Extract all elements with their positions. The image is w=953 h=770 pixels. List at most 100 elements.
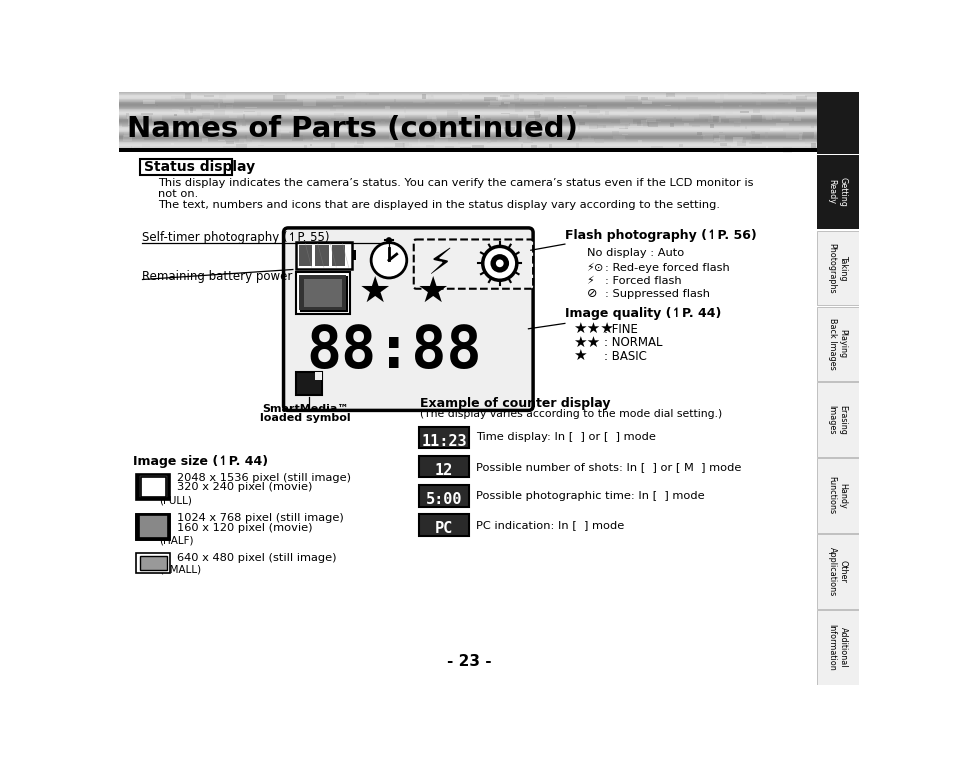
Bar [604,111,608,115]
Bar [802,132,813,138]
Bar [415,125,417,131]
Bar [520,144,523,150]
Bar [219,93,226,98]
Bar [666,109,669,111]
Bar [176,110,190,112]
Bar [602,125,614,129]
Bar [126,112,129,117]
Bar [119,109,816,110]
Bar [389,134,399,139]
Bar [392,112,405,118]
Bar [748,142,760,144]
Bar [816,306,858,381]
Text: : FINE: : FINE [604,323,638,336]
Bar [144,133,155,139]
Bar [517,98,523,99]
Bar [218,139,225,142]
Bar [171,143,174,145]
Text: Example of counter display: Example of counter display [419,397,610,410]
Bar [202,116,212,119]
Bar [294,138,304,140]
Text: ★★: ★★ [573,334,600,350]
Text: ⚡: ⚡ [586,263,594,273]
Bar [615,139,625,142]
Bar [421,94,425,99]
Bar [155,142,164,144]
Bar [176,130,181,136]
Bar [796,96,806,99]
Bar [521,126,536,127]
Bar [314,121,316,126]
Bar [756,119,768,123]
Bar [119,113,816,114]
Bar [589,110,598,113]
Bar [366,93,378,95]
Bar [530,145,537,149]
Bar [119,144,816,145]
Bar [119,117,816,118]
Bar [740,112,748,113]
Text: ★★★: ★★★ [573,320,614,336]
Bar [184,109,188,113]
Bar [715,100,722,102]
Text: 2048 x 1536 pixel (still image): 2048 x 1536 pixel (still image) [177,474,351,484]
Bar [136,514,171,540]
Bar [352,250,355,260]
Bar [619,115,627,116]
Bar [371,125,378,127]
Bar [205,120,213,123]
Bar [765,146,767,152]
Bar [303,279,342,307]
Text: Getting
Ready: Getting Ready [827,177,847,207]
Bar [775,112,781,114]
Bar [315,245,328,266]
Bar [177,129,188,132]
Bar [563,107,565,109]
Bar [540,117,548,120]
Bar [119,122,816,123]
Bar [136,514,171,540]
Bar [503,102,510,105]
Text: ★: ★ [296,275,329,309]
Bar [119,126,816,127]
Text: (FULL): (FULL) [159,496,193,506]
Bar [274,109,287,112]
Bar [718,118,720,123]
Bar [781,94,791,95]
Text: 1024 x 768 pixel (still image): 1024 x 768 pixel (still image) [177,514,344,524]
Bar [359,116,373,120]
Bar [750,116,761,122]
Text: SmartMedia™: SmartMedia™ [262,404,348,414]
Text: 12: 12 [435,463,453,478]
Text: Remaining battery power: Remaining battery power [142,270,293,283]
Bar [648,96,654,99]
Bar [532,104,541,105]
Text: Possible photographic time: In [  ] mode: Possible photographic time: In [ ] mode [476,491,703,501]
Text: PC: PC [435,521,453,537]
Bar [647,122,657,127]
Bar [119,108,816,109]
Bar [184,125,188,129]
Bar [314,372,322,380]
Bar [148,133,156,134]
Bar [258,125,263,127]
Bar [315,136,320,139]
Bar [816,458,858,533]
Bar [119,147,816,148]
Bar [816,534,858,608]
Bar [365,102,367,105]
Text: Names of Parts (continued): Names of Parts (continued) [127,115,578,143]
Bar [195,124,199,126]
Text: : Forced flash: : Forced flash [604,276,681,286]
Bar [659,103,664,107]
Bar [204,95,213,97]
Bar [767,110,772,112]
Bar [578,105,586,107]
Text: The text, numbers and icons that are displayed in the status display vary accord: The text, numbers and icons that are dis… [158,200,720,210]
Bar [223,146,235,152]
FancyBboxPatch shape [414,239,533,289]
Bar [484,97,497,101]
Bar [538,113,540,117]
Bar [171,96,183,101]
Bar [720,93,723,99]
